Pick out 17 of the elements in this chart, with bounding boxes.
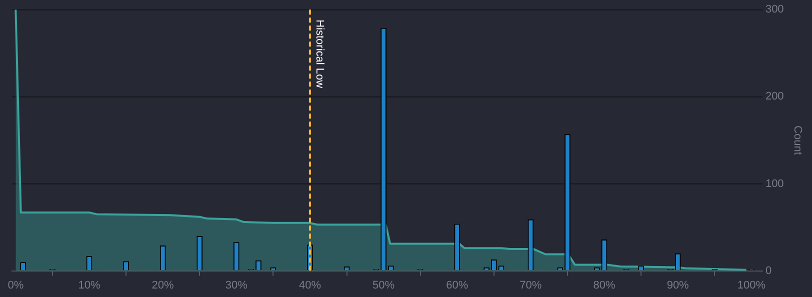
x-tick-label: 20% [152, 279, 174, 292]
x-tick-label: 30% [225, 279, 248, 292]
ref-line-label: Historical Low [313, 20, 326, 88]
x-tick-label: 50% [372, 279, 395, 292]
x-tick-label: 90% [666, 279, 690, 292]
y-tick-label: 300 [765, 4, 784, 16]
y-tick-label: 0 [765, 264, 772, 277]
x-tick-label: 60% [446, 279, 468, 292]
x-tick-label: 10% [78, 279, 100, 292]
y-tick-label: 100 [765, 178, 784, 190]
x-tick-label: 80% [593, 279, 616, 292]
x-tick-label: 0% [8, 279, 24, 292]
x-tick-label: 70% [520, 279, 542, 292]
y-axis-title: Count [791, 126, 804, 155]
x-tick-label: 100% [737, 279, 766, 292]
x-tick-label: 40% [298, 279, 322, 292]
y-tick-label: 200 [765, 90, 784, 103]
